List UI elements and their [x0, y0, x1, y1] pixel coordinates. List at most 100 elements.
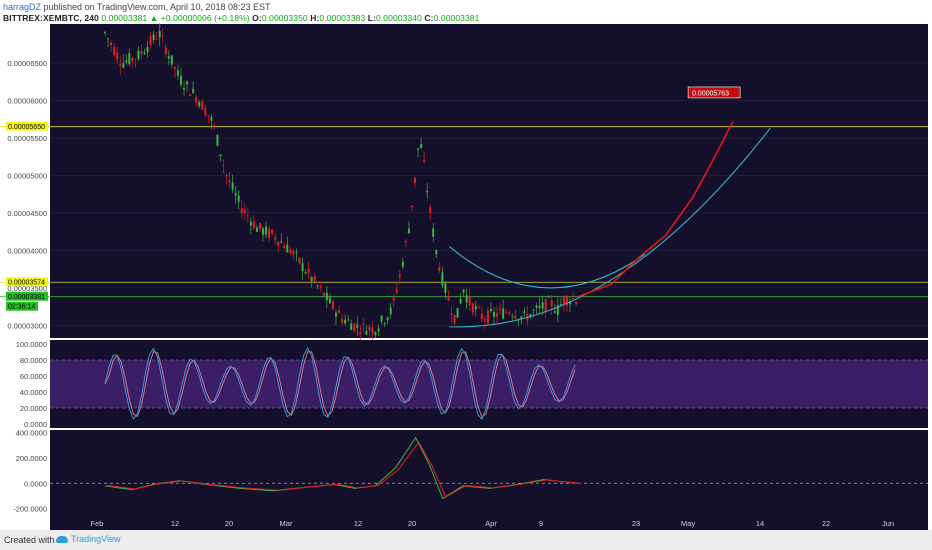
- candle-body: [559, 304, 562, 306]
- candle-body: [310, 277, 313, 282]
- candle-body: [331, 301, 334, 309]
- open-label: O:: [252, 13, 262, 23]
- candle-body: [505, 311, 508, 313]
- candle-body: [271, 229, 274, 234]
- candle-body: [514, 315, 517, 319]
- candle-body: [195, 96, 198, 103]
- candle-body: [222, 164, 225, 166]
- oscillator-red-line: [107, 441, 581, 498]
- price-pane[interactable]: 0.00006500 0.00006000 0.00005500 0.00005000…: [0, 23, 928, 344]
- time-axis-background: [50, 515, 928, 530]
- target-price-label: 0.00005763: [692, 90, 729, 97]
- open-value: 0.00003350: [261, 13, 308, 23]
- candle-body: [125, 60, 128, 63]
- candle-body: [565, 296, 568, 306]
- time-tick-label: Jun: [882, 519, 894, 528]
- price-tick-label: 0.00006500: [7, 59, 47, 68]
- stochastic-tick-label: 80.0000: [20, 356, 47, 365]
- candle-body: [183, 87, 186, 90]
- chart-canvas[interactable]: 0.00006500 0.00006000 0.00005500 0.00005000…: [0, 0, 932, 530]
- candle-body: [429, 207, 432, 214]
- candle-body: [219, 154, 222, 157]
- created-with-text: Created with: [4, 535, 55, 545]
- cup-arc-lower: [449, 127, 771, 328]
- candle-body: [544, 299, 547, 313]
- candle-body: [432, 228, 435, 237]
- author-link[interactable]: harragDZ: [3, 2, 42, 12]
- candle-body: [173, 67, 176, 70]
- candle-body: [471, 303, 474, 313]
- candle-body: [286, 244, 289, 253]
- candle-body: [520, 316, 523, 319]
- candle-body: [262, 228, 265, 235]
- target-price-box: [687, 86, 741, 99]
- oscillator-tick-label: 200.0000: [16, 454, 47, 463]
- price-tick-label: 0.00006000: [7, 96, 47, 105]
- price-tick-label: 0.00004000: [7, 246, 47, 255]
- candle-body: [170, 55, 173, 65]
- stochastic-pane[interactable]: 100.0000 80.0000 60.0000 40.0000 20.0000 0.00…: [16, 340, 928, 429]
- price-tick-label: 0.00004500: [7, 209, 47, 218]
- candle-body: [483, 318, 486, 321]
- publish-line: harragDZ published on TradingView.com, A…: [3, 2, 271, 12]
- candle-body: [140, 51, 143, 54]
- last-price: 0.00003381: [101, 13, 148, 23]
- candle-body: [189, 94, 192, 97]
- candle-body: [374, 332, 377, 336]
- candle-body: [110, 42, 113, 45]
- candle-body: [301, 263, 304, 271]
- candle-body: [277, 241, 280, 246]
- candle-body: [134, 58, 137, 60]
- stoch-d-line: [104, 350, 576, 418]
- candle-body: [158, 30, 161, 38]
- close-value: 0.00003381: [433, 13, 480, 23]
- candle-body: [410, 205, 413, 208]
- candle-body: [116, 52, 119, 60]
- candle-body: [186, 81, 189, 85]
- candle-body: [496, 313, 499, 317]
- candle-body: [572, 298, 575, 300]
- candle-body: [511, 315, 514, 317]
- candle-body: [362, 323, 365, 325]
- candle-body: [176, 69, 179, 76]
- time-tick-label: 9: [539, 519, 543, 528]
- candle-body: [562, 296, 565, 305]
- time-tick-label: 12: [354, 519, 362, 528]
- candle-body: [341, 318, 344, 323]
- stoch-k-line: [104, 346, 576, 421]
- candle-body: [423, 159, 426, 162]
- candle-body: [322, 292, 325, 296]
- change-value: +0.00000006 (+0.18%): [160, 13, 250, 23]
- candle-body: [207, 115, 210, 117]
- candle-body: [453, 314, 456, 324]
- mid-level-price-label: 0.00003574: [8, 280, 45, 287]
- candle-body: [289, 249, 292, 254]
- candle-body: [541, 302, 544, 309]
- brand-name: TradingView: [71, 534, 121, 544]
- candle-body: [155, 38, 158, 40]
- candle-body: [234, 192, 237, 196]
- oscillator-pane[interactable]: 400.0000 200.0000 0.0000 -200.0000: [13, 429, 928, 515]
- resistance-price-label-box: [6, 121, 48, 131]
- candle-body: [529, 314, 532, 318]
- candle-body: [480, 313, 483, 320]
- candle-body: [252, 221, 255, 229]
- candle-body: [280, 241, 283, 243]
- low-label: L:: [367, 13, 377, 23]
- candle-body: [167, 56, 170, 59]
- candle-body: [465, 295, 468, 303]
- last-price-label: 0.00003381: [8, 294, 45, 301]
- projection-curve: [577, 121, 734, 298]
- candle-body: [128, 53, 131, 65]
- last-price-label-box: [6, 291, 48, 301]
- candle-body: [164, 47, 167, 55]
- candle-body: [550, 300, 553, 307]
- candle-body: [417, 148, 420, 150]
- candle-body: [395, 289, 398, 293]
- tradingview-logo[interactable]: TradingView: [56, 534, 121, 544]
- candle-body: [414, 177, 417, 184]
- candle-body: [298, 257, 301, 264]
- time-tick-label: Apr: [485, 519, 497, 528]
- candle-body: [143, 52, 146, 55]
- candle-body: [237, 195, 240, 202]
